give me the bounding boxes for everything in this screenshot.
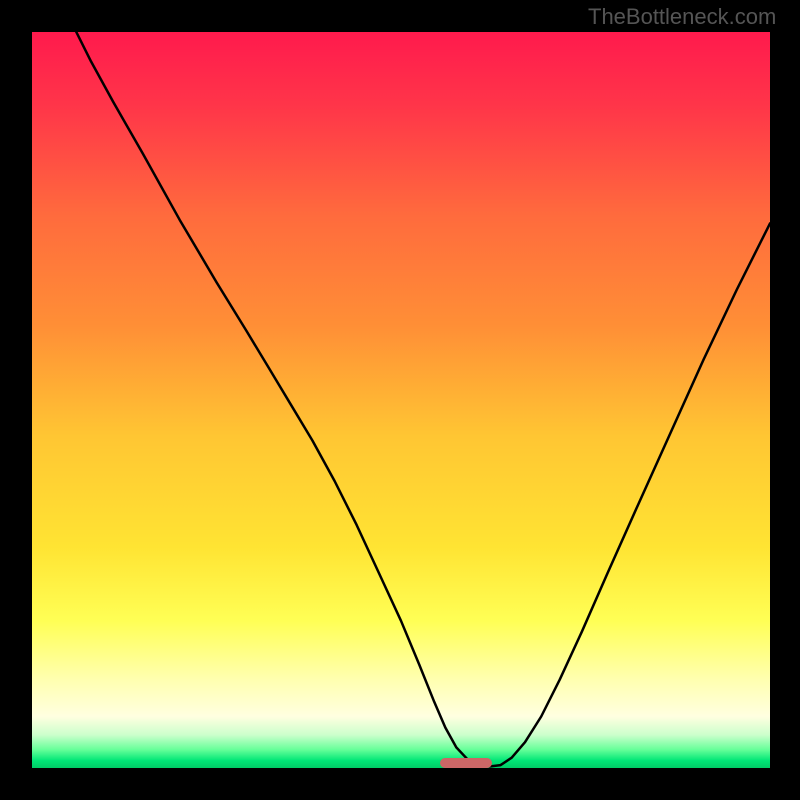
chart-frame: TheBottleneck.com xyxy=(0,0,800,800)
bottleneck-curve xyxy=(32,32,770,768)
watermark-text: TheBottleneck.com xyxy=(588,4,776,30)
plot-area xyxy=(32,32,770,768)
optimal-point-marker xyxy=(440,758,492,768)
curve-path xyxy=(76,32,770,767)
